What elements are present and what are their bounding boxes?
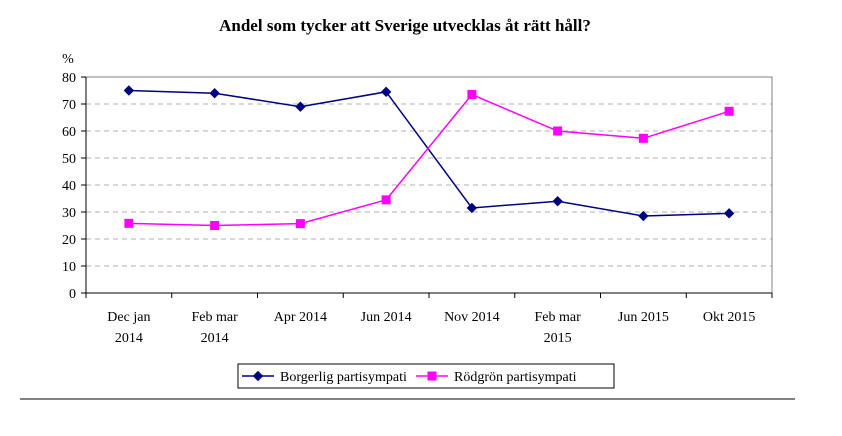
x-tick-label-line: Feb mar: [191, 310, 238, 325]
x-tick-label-line: Jun 2015: [618, 310, 669, 325]
y-tick-label: 80: [62, 71, 76, 86]
y-tick-label: 60: [62, 125, 76, 140]
x-tick-label-line: Apr 2014: [274, 310, 327, 325]
data-point-rodgron: [724, 106, 734, 116]
data-point-rodgron: [210, 221, 220, 230]
x-tick-label-line: Feb mar: [534, 310, 581, 325]
x-tick-label: Jun 2015: [618, 310, 669, 325]
data-point-borgerlig: [209, 87, 220, 99]
series-group: [123, 85, 735, 230]
x-tick-label-line: Nov 2014: [444, 310, 500, 325]
legend-marker-borgerlig: [252, 370, 264, 382]
gridlines: [86, 103, 772, 267]
y-axis-tick-labels: 0 10 20 30 40 50 60 70 80: [62, 71, 76, 302]
x-tick-label: Okt 2015: [703, 310, 756, 325]
data-point-rodgron: [295, 219, 305, 229]
series-line-borgerlig: [128, 89, 730, 217]
y-tick-label: 10: [62, 260, 76, 275]
x-tick-label-line: 2014: [201, 331, 229, 346]
x-axis-tick-labels: Dec jan 2014 Feb mar 2014 Apr 2014 Jun 2014 No…: [107, 310, 755, 346]
series-borgerlig: [123, 85, 735, 222]
data-point-borgerlig: [466, 202, 478, 214]
y-tick-label: 70: [62, 98, 76, 113]
y-tick-label: 20: [62, 233, 76, 248]
data-point-borgerlig: [723, 208, 735, 219]
x-tick-label-line: Dec jan: [107, 310, 150, 325]
data-point-rodgron: [124, 218, 134, 228]
x-tick-label-line: Jun 2014: [361, 310, 412, 325]
x-tick-label: Jun 2014: [361, 310, 412, 325]
x-tick-label-line: 2015: [544, 331, 572, 346]
y-tick-label: 40: [62, 179, 76, 194]
x-tick-label: Dec jan 2014: [107, 310, 150, 346]
y-tick-label: 50: [62, 152, 76, 167]
x-tick-label: Feb mar 2014: [191, 310, 238, 346]
legend: Borgerlig partisympati Rödgrön partisympa…: [237, 363, 615, 389]
x-tick-label: Feb mar 2015: [534, 310, 581, 346]
chart-title: Andel som tycker att Sverige utvecklas å…: [219, 16, 591, 35]
axes: [81, 76, 773, 298]
legend-label-rodgron: Rödgrön partisympati: [454, 370, 577, 385]
data-point-borgerlig: [123, 85, 135, 96]
data-point-borgerlig: [380, 86, 392, 98]
x-tick-label-line: Okt 2015: [703, 310, 756, 325]
data-point-borgerlig: [295, 101, 306, 112]
data-point-rodgron: [553, 126, 563, 136]
data-point-borgerlig: [552, 195, 563, 207]
y-tick-label: 30: [62, 206, 76, 221]
data-point-rodgron: [381, 195, 391, 205]
series-rodgron: [124, 90, 734, 230]
data-point-borgerlig: [638, 210, 649, 222]
series-line-rodgron: [128, 93, 730, 227]
legend-marker-rodgron: [427, 371, 437, 381]
data-point-rodgron: [467, 90, 477, 100]
x-tick-label-line: 2014: [115, 331, 143, 346]
data-point-rodgron: [638, 133, 648, 143]
x-tick-label: Apr 2014: [274, 310, 327, 325]
y-tick-label: 0: [69, 287, 76, 302]
legend-label-borgerlig: Borgerlig partisympati: [280, 370, 407, 385]
y-axis-unit-label: %: [62, 52, 74, 67]
x-tick-label: Nov 2014: [444, 310, 500, 325]
